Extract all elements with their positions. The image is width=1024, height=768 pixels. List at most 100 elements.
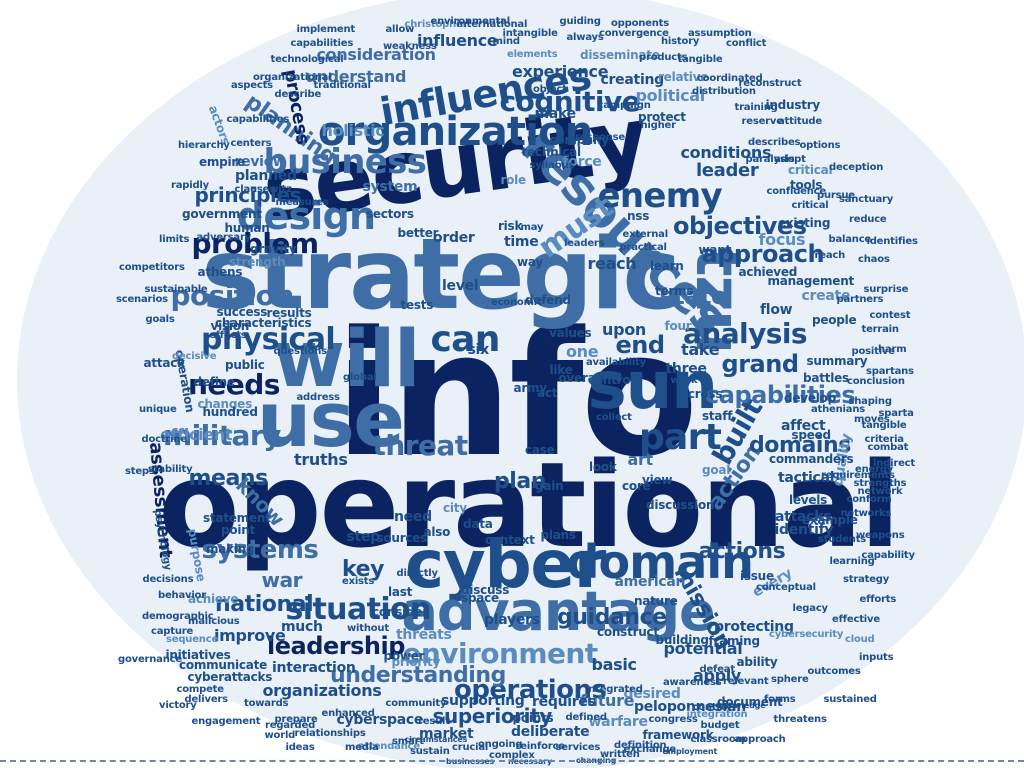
word-9: advantage <box>401 580 716 643</box>
word-221: external <box>622 229 669 240</box>
word-240: attendance <box>358 741 420 752</box>
word-270: reserve <box>741 116 783 127</box>
word-173: overall <box>558 371 604 385</box>
word-254: weakness <box>383 41 437 52</box>
word-348: networks <box>840 508 892 519</box>
word-101: much <box>281 619 323 635</box>
word-134: develop <box>784 391 836 405</box>
word-239: relationships <box>294 728 366 739</box>
word-358: hierarchy <box>178 140 230 151</box>
word-300: competitors <box>119 262 185 273</box>
word-289: towards <box>244 698 289 709</box>
word-42: national <box>215 592 314 617</box>
word-184: example <box>802 513 858 527</box>
word-30: part <box>639 417 722 458</box>
word-344: sparta <box>878 408 914 419</box>
word-170: control <box>588 373 635 387</box>
word-113: discuss <box>461 583 510 597</box>
word-237: awareness <box>663 677 722 688</box>
word-247: exchange <box>623 744 677 755</box>
word-77: planned <box>235 168 297 184</box>
word-290: enhanced <box>321 708 375 719</box>
word-272: convergence <box>599 28 669 39</box>
word-120: also <box>423 525 451 539</box>
word-135: battles <box>803 371 849 385</box>
word-44: guidance <box>557 605 667 630</box>
word-363: allow <box>385 24 415 35</box>
word-61: consideration <box>316 45 437 64</box>
word-76: review <box>234 154 286 170</box>
word-303: regarded <box>265 720 316 731</box>
word-63: conditions <box>680 143 772 162</box>
word-341: stability <box>148 464 193 475</box>
word-304: defined <box>565 712 608 723</box>
word-211: results <box>266 306 312 320</box>
word-309: terrain <box>861 324 900 335</box>
word-266: technological <box>270 54 344 65</box>
word-325: environmental <box>430 16 511 27</box>
word-79: reach <box>587 254 637 273</box>
word-97: protecting <box>714 619 794 635</box>
word-2: strategic <box>201 218 681 332</box>
word-310: surprise <box>863 284 909 295</box>
word-364: sustained <box>823 694 877 705</box>
word-187: summary <box>806 354 868 368</box>
word-6: cyber <box>405 526 606 603</box>
word-315: capability <box>861 550 916 561</box>
word-361: paralysis <box>745 154 795 165</box>
word-302: goals <box>145 314 175 325</box>
word-287: victory <box>159 700 197 711</box>
word-152: hundred <box>202 405 258 419</box>
word-47: superiority <box>432 704 553 728</box>
word-67: basic <box>591 655 637 674</box>
word-92: focus <box>758 230 806 249</box>
word-373: contest <box>869 310 911 321</box>
word-168: defend <box>525 293 571 307</box>
word-354: harm <box>878 344 907 355</box>
word-359: aspects <box>231 80 273 91</box>
word-329: control <box>692 702 732 713</box>
word-34: approach <box>701 240 825 268</box>
word-149: act <box>537 386 558 400</box>
word-78: system <box>362 179 418 195</box>
word-242: ongoing <box>478 739 523 750</box>
word-155: public <box>225 358 265 372</box>
word-148: army <box>513 381 548 395</box>
word-357: rapidly <box>171 180 209 191</box>
word-125: vision <box>210 319 250 333</box>
word-158: statement <box>203 511 271 525</box>
word-83: upon <box>602 320 646 339</box>
word-176: core <box>622 479 651 493</box>
word-181: consider <box>372 605 428 619</box>
word-136: people <box>812 313 857 327</box>
word-133: document <box>717 695 783 709</box>
word-244: sustain <box>410 746 450 757</box>
word-198: context <box>485 533 535 547</box>
word-171: across <box>680 387 723 401</box>
word-146: learn <box>650 259 684 273</box>
word-213: characteristics <box>215 316 312 330</box>
word-257: products <box>639 52 688 63</box>
word-205: sectors <box>366 207 414 221</box>
word-281: behavior <box>158 590 206 601</box>
word-328: reach <box>814 250 846 261</box>
word-167: adversary <box>196 232 252 243</box>
word-246: services <box>555 742 601 753</box>
word-335: history <box>661 36 700 47</box>
word-12: organization <box>318 109 593 155</box>
word-36: capabilities <box>705 381 856 409</box>
word-90: affect <box>781 418 826 434</box>
word-17: problem <box>191 227 320 260</box>
word-316: strategy <box>843 574 890 585</box>
word-268: object <box>533 84 567 95</box>
word-100: interaction <box>272 660 356 676</box>
word-347: requirements <box>821 470 895 481</box>
word-314: weapons <box>856 530 905 541</box>
word-245: written <box>600 749 640 760</box>
word-33: analysis <box>683 317 808 350</box>
word-157: making <box>206 542 255 556</box>
word-124: strength <box>229 255 286 269</box>
word-191: conform <box>846 494 892 505</box>
word-62: leader <box>696 160 759 181</box>
word-277: budget <box>700 720 740 731</box>
